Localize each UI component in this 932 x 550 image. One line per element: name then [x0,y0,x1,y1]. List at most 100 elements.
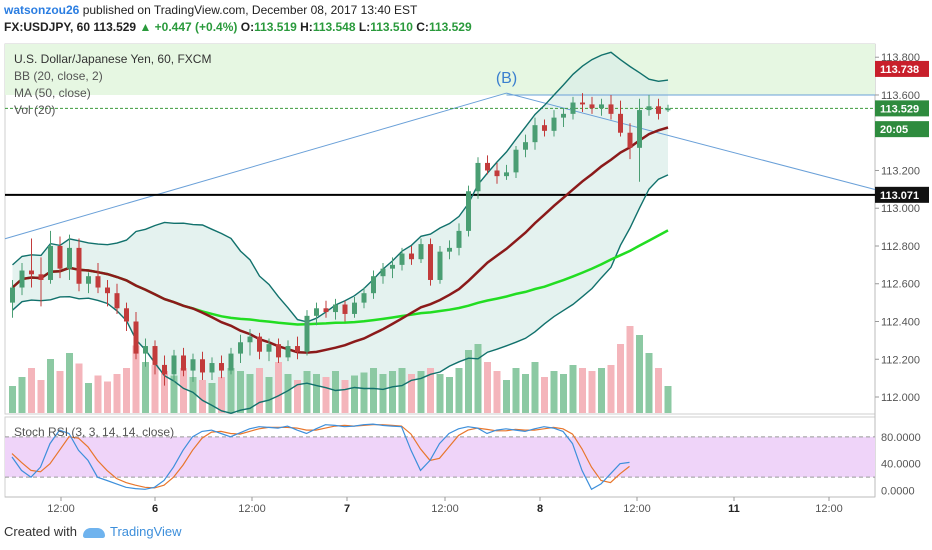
candle-body[interactable] [181,355,186,371]
price-tick-label: 112.800 [881,241,920,253]
candle-body[interactable] [143,346,148,354]
volume-bar [218,377,225,413]
volume-bar [455,368,463,413]
volume-bar [237,371,244,413]
candle-body[interactable] [523,142,528,150]
candle-body[interactable] [542,125,547,131]
candle-body[interactable] [190,359,196,371]
time-tick-label: 11 [728,503,740,515]
high-label: H: [300,20,313,34]
candle-body[interactable] [257,336,262,352]
candle-body[interactable] [29,270,34,275]
candle-body[interactable] [437,251,443,280]
volume-bar [294,380,301,413]
candle-body[interactable] [200,359,205,373]
candle-body[interactable] [67,247,72,269]
candle-body[interactable] [247,336,253,343]
candle-body[interactable] [580,102,585,105]
candle-body[interactable] [656,106,661,114]
volume-bar [522,374,529,413]
candle-body[interactable] [342,304,348,314]
candle-body[interactable] [418,244,424,260]
volume-bar [56,371,64,413]
tradingview-brand[interactable]: TradingView [110,524,182,539]
candle-body[interactable] [428,244,433,280]
candle-body[interactable] [447,247,452,252]
candle-body[interactable] [599,104,604,109]
trendline-falling[interactable] [506,92,876,191]
symbol-label: FX:USDJPY, 60 [4,20,91,34]
candle-body[interactable] [665,108,671,111]
candle-body[interactable] [152,346,158,365]
legend-bb: BB (20, close, 2) [14,69,103,83]
volume-bar [531,362,539,413]
candle-body[interactable] [95,276,101,288]
time-tick-label: 12:00 [47,503,75,515]
time-tick-label: 12:00 [623,503,651,515]
volume-bar [398,368,406,413]
volume-bar [104,381,111,413]
candle-body[interactable] [228,353,234,371]
candle-body[interactable] [627,132,633,148]
candle-body[interactable] [105,287,110,294]
candle-body[interactable] [532,125,538,143]
candle-body[interactable] [504,172,509,177]
candle-body[interactable] [646,106,652,111]
publish-line: watsonzou26 published on TradingView.com… [4,3,417,17]
candle-body[interactable] [570,102,576,114]
candle-body[interactable] [409,253,414,260]
candle-body[interactable] [456,230,462,248]
candle-body[interactable] [276,344,281,358]
candle-body[interactable] [48,245,53,280]
candle-body[interactable] [76,247,82,284]
candle-body[interactable] [133,321,139,354]
candle-body[interactable] [637,110,642,148]
volume-bar [303,371,311,413]
candle-body[interactable] [323,308,329,313]
candle-body[interactable] [10,287,15,303]
candle-body[interactable] [295,346,300,352]
candle-body[interactable] [380,268,386,277]
candle-body[interactable] [19,270,25,288]
candle-body[interactable] [608,104,614,114]
volume-bar [75,363,83,413]
legend-vol: Vol (20) [14,103,55,117]
candle-body[interactable] [494,170,500,177]
candle-body[interactable] [219,363,224,371]
candle-body[interactable] [352,302,357,314]
candle-body[interactable] [124,308,129,322]
candle-body[interactable] [561,113,566,118]
trendline-rising[interactable] [4,92,507,240]
candle-body[interactable] [371,276,376,294]
candle-body[interactable] [485,162,490,171]
candle-body[interactable] [589,104,595,109]
candle-body[interactable] [390,264,395,269]
candle-body[interactable] [57,245,63,269]
candle-body[interactable] [314,308,319,316]
candle-body[interactable] [513,149,519,173]
author-link[interactable]: watsonzou26 [4,3,80,17]
candle-body[interactable] [333,304,338,313]
candle-body[interactable] [86,276,91,284]
candle-body[interactable] [466,191,471,231]
candle-body[interactable] [618,113,623,133]
volume-bar [655,368,662,413]
candle-body[interactable] [361,293,367,303]
candle-body[interactable] [475,162,481,192]
candle-body[interactable] [238,342,243,354]
candle-body[interactable] [399,253,405,265]
candle-body[interactable] [285,346,291,358]
volume-bar [626,326,634,413]
candle-body[interactable] [162,364,167,375]
volume-bar [322,377,330,413]
candle-body[interactable] [304,315,310,352]
candle-body[interactable] [551,117,557,131]
candle-body[interactable] [171,355,177,375]
open-value: 113.519 [254,20,297,34]
candle-body[interactable] [38,274,44,280]
candle-body[interactable] [114,293,120,309]
candle-body[interactable] [209,363,215,373]
stoch-d-line [11,424,630,489]
candle-body[interactable] [266,344,272,352]
